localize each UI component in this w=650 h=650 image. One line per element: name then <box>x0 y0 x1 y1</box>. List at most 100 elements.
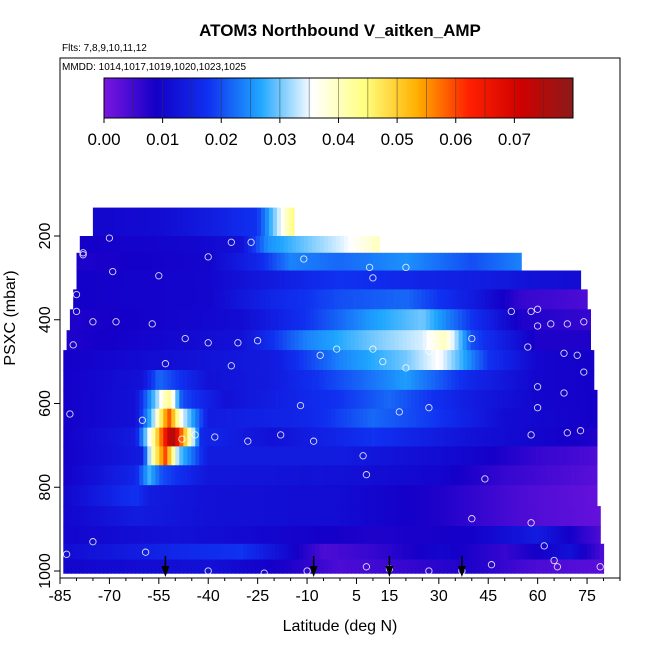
heatmap-cell <box>239 559 244 574</box>
heatmap-cell <box>131 350 136 371</box>
heatmap-cell <box>503 427 508 447</box>
heatmap-cell <box>288 207 294 237</box>
heatmap-cell <box>404 270 410 290</box>
heatmap-cell <box>139 506 144 527</box>
heatmap-cell <box>235 408 240 429</box>
heatmap-cell <box>451 389 456 410</box>
heatmap-cell <box>116 207 122 237</box>
heatmap-cell <box>217 289 222 310</box>
heatmap-cell <box>231 350 236 371</box>
heatmap-cell <box>403 506 408 527</box>
heatmap-cell <box>63 506 68 527</box>
heatmap-cell <box>307 526 312 545</box>
heatmap-cell <box>128 252 134 272</box>
heatmap-cell <box>527 350 532 371</box>
heatmap-cell <box>138 330 144 351</box>
heatmap-cell <box>571 543 576 561</box>
heatmap-cell <box>151 526 156 545</box>
heatmap-cell <box>98 330 104 351</box>
heatmap-cell <box>512 270 518 290</box>
heatmap-cell <box>383 408 388 429</box>
heatmap-cell <box>375 427 380 447</box>
y-tick-label: 600 <box>37 390 54 417</box>
heatmap-cell <box>87 526 92 545</box>
heatmap-cell <box>371 485 376 507</box>
heatmap-cell <box>471 389 476 410</box>
heatmap-cell <box>447 408 452 429</box>
heatmap-cell <box>417 289 422 310</box>
heatmap-cell <box>91 559 96 574</box>
heatmap-cell <box>447 526 452 545</box>
heatmap-cell <box>323 543 328 561</box>
heatmap-cell <box>343 543 348 561</box>
heatmap-cell <box>271 465 276 486</box>
heatmap-cell <box>463 427 468 447</box>
heatmap-cell <box>335 370 340 391</box>
heatmap-cell <box>379 370 384 391</box>
heatmap-cell <box>313 309 319 331</box>
heatmap-cell <box>147 506 152 527</box>
heatmap-cell <box>476 252 482 272</box>
heatmap-cell <box>279 370 284 391</box>
heatmap-cell <box>195 465 200 486</box>
heatmap-cell <box>519 389 524 410</box>
heatmap-cell <box>579 485 584 507</box>
heatmap-cell <box>546 330 552 351</box>
heatmap-cell <box>155 236 161 254</box>
heatmap-cell <box>127 389 132 410</box>
heatmap-cell <box>347 427 352 447</box>
colorbar-tick-label: 0.05 <box>381 130 414 149</box>
heatmap-cell <box>435 559 440 574</box>
heatmap-cell <box>459 465 464 486</box>
heatmap-cell <box>208 252 214 272</box>
heatmap-cell <box>534 330 540 351</box>
heatmap-cell <box>351 526 356 545</box>
heatmap-cell <box>125 289 130 310</box>
heatmap-cell <box>344 270 350 290</box>
heatmap-cell <box>167 559 172 574</box>
heatmap-cell <box>479 370 484 391</box>
heatmap-cell <box>91 506 96 527</box>
heatmap-cell <box>283 236 289 254</box>
heatmap-cell <box>348 252 354 272</box>
heatmap-cell <box>587 389 592 410</box>
heatmap-cell <box>159 465 164 486</box>
heatmap-cell <box>403 350 408 371</box>
heatmap-cell <box>152 270 158 290</box>
heatmap-cell <box>363 506 368 527</box>
flight-arrow <box>161 556 170 577</box>
heatmap-cell <box>263 506 268 527</box>
heatmap-cell <box>123 485 128 507</box>
heatmap-cell <box>547 543 552 561</box>
heatmap-cell <box>371 350 376 371</box>
heatmap-cell <box>179 236 185 254</box>
heatmap-cell <box>295 465 300 486</box>
heatmap-cell <box>291 389 296 410</box>
heatmap-cell <box>503 465 508 486</box>
heatmap-cell <box>383 559 388 574</box>
heatmap-cell <box>356 252 362 272</box>
heatmap-cell <box>259 465 264 486</box>
heatmap-cell <box>199 427 204 447</box>
heatmap-cell <box>345 309 351 331</box>
heatmap-cell <box>279 543 284 561</box>
heatmap-cell <box>80 252 86 272</box>
heatmap-cell <box>551 427 556 447</box>
heatmap-cell <box>387 543 392 561</box>
heatmap-cell <box>555 485 560 507</box>
heatmap-cell <box>583 350 588 371</box>
heatmap-cell <box>379 408 384 429</box>
heatmap-cell <box>215 526 220 545</box>
heatmap-cell <box>294 330 300 351</box>
heatmap-cell <box>75 526 80 545</box>
heatmap-cell <box>183 465 188 486</box>
heatmap-cell <box>135 526 140 545</box>
heatmap-cell <box>415 446 420 466</box>
heatmap-cell <box>439 446 444 466</box>
heatmap-cell <box>251 408 256 429</box>
heatmap-cell <box>121 289 126 310</box>
heatmap-cell <box>63 350 68 371</box>
heatmap-cell <box>479 485 484 507</box>
heatmap-cell <box>187 485 192 507</box>
